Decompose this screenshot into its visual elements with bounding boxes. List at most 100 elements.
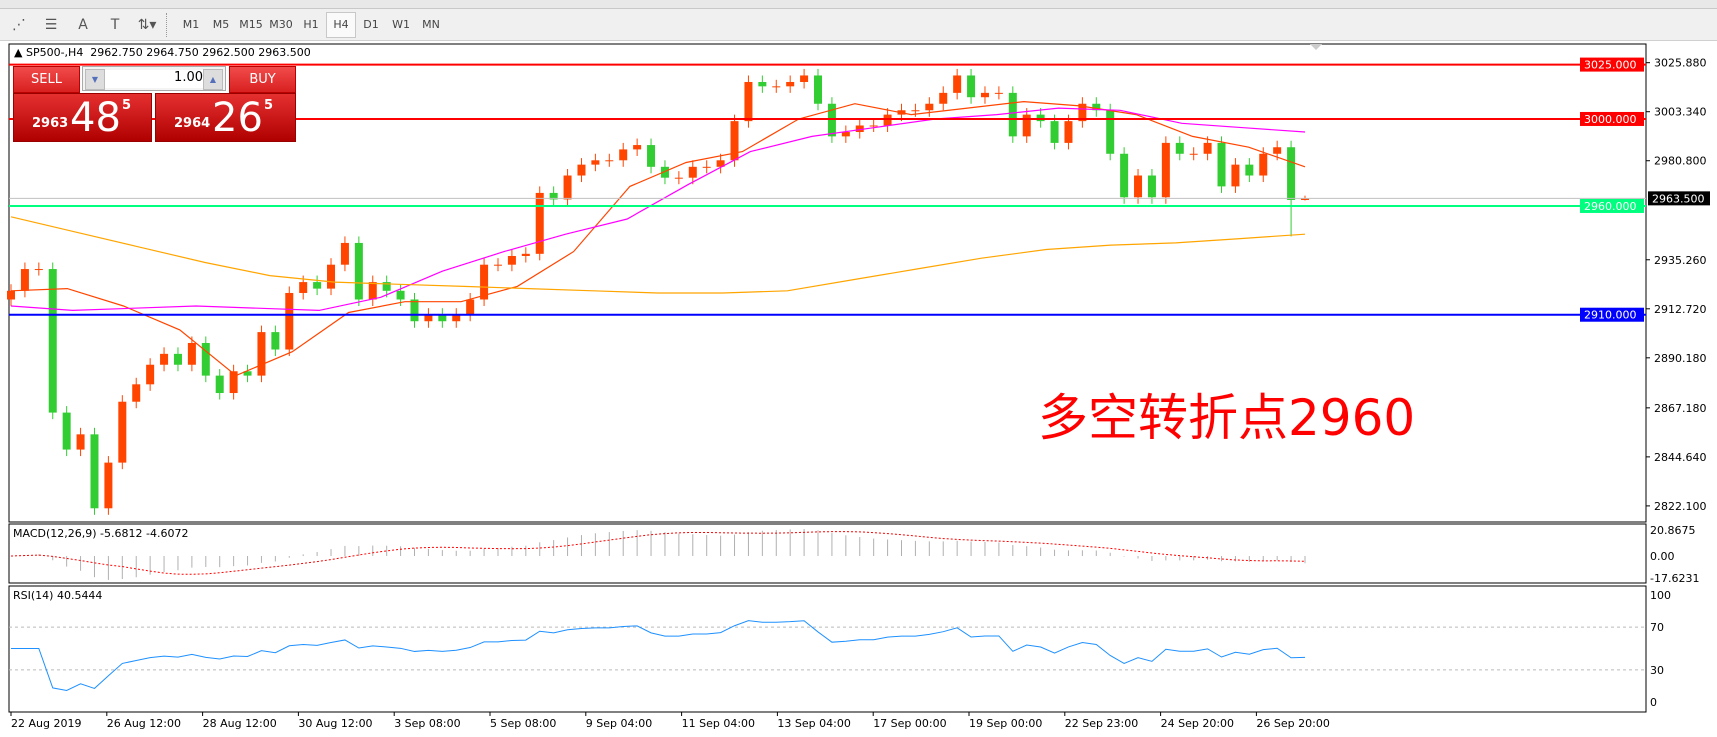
candle-body (1161, 142, 1170, 198)
candle-body (1134, 175, 1143, 198)
arrows-dropdown-icon[interactable]: ⇅▾ (137, 16, 157, 33)
time-axis-label: 28 Aug 12:00 (203, 717, 277, 730)
price-axis-label: 2867.180 (1654, 402, 1707, 415)
lot-size-input[interactable]: 1.00 (105, 70, 203, 88)
candle-body (883, 114, 892, 126)
moving-average-line-2 (10, 107, 1306, 312)
candle-body (660, 166, 669, 178)
candle-body (814, 75, 823, 104)
candle-body (354, 242, 363, 300)
candle-body (382, 282, 391, 291)
macd-pane (8, 523, 1647, 584)
candle-body (1036, 114, 1045, 122)
fibonacci-expansion-icon[interactable]: ⋰ (12, 16, 26, 33)
timeframe-w1[interactable]: W1 (392, 18, 410, 31)
rsi-line (11, 620, 1306, 692)
price-axis-label: 2935.260 (1654, 254, 1707, 267)
timeframe-h4[interactable]: H4 (326, 11, 356, 38)
candle-body (1231, 164, 1240, 187)
candle-body (577, 164, 586, 176)
candle-body (160, 353, 169, 365)
candle-body (605, 160, 614, 162)
time-axis-label: 22 Sep 23:00 (1065, 717, 1138, 730)
candle-body (1120, 153, 1129, 198)
buy-price-button[interactable]: 2964 26 5 (155, 93, 296, 142)
chart-annotation-text[interactable]: 多空转折点2960 (1038, 389, 1416, 447)
candle-body (424, 314, 433, 322)
timeframe-m5[interactable]: M5 (212, 18, 230, 31)
sell-price-fraction: 5 (122, 98, 132, 113)
macd-label: MACD(12,26,9) -5.6812 -4.6072 (13, 527, 188, 540)
candle-body (118, 401, 127, 463)
macd-axis-label: 0.00 (1650, 550, 1675, 563)
lot-decrease-icon[interactable]: ▼ (85, 69, 105, 90)
buy-price-fraction: 5 (264, 98, 274, 113)
candle-body (187, 342, 196, 365)
timeframe-h1[interactable]: H1 (303, 18, 319, 31)
sell-button[interactable]: SELL (13, 66, 80, 93)
candle-body (841, 132, 850, 137)
buy-button[interactable]: BUY (229, 66, 296, 93)
time-axis-label: 5 Sep 08:00 (490, 717, 556, 730)
price-axis-label: 2822.100 (1654, 500, 1707, 513)
candle-body (480, 264, 489, 300)
candle-body (62, 412, 71, 450)
sell-price-prefix: 2963 (32, 116, 69, 131)
candle-body (535, 192, 544, 254)
moving-average-line-1 (10, 100, 1306, 377)
sell-price-button[interactable]: 2963 48 5 (13, 93, 152, 142)
buy-price-prefix: 2964 (174, 116, 211, 131)
macd-axis-label: -17.6231 (1650, 572, 1699, 585)
time-axis-label: 26 Aug 12:00 (107, 717, 181, 730)
candle-body (285, 292, 294, 350)
rsi-pane (8, 585, 1647, 713)
sell-price-pips: 48 (70, 95, 121, 141)
candle-body (1092, 103, 1101, 111)
candle-body (7, 290, 15, 300)
candle-body (327, 264, 336, 289)
time-axis-label: 26 Sep 20:00 (1256, 717, 1329, 730)
timeframe-mn[interactable]: MN (422, 18, 440, 31)
chart-header: ▲ SP500-,H4 2962.750 2964.750 2962.500 2… (14, 46, 311, 59)
candle-body (953, 75, 962, 93)
candle-body (869, 125, 878, 127)
lot-increase-icon[interactable]: ▲ (203, 69, 223, 90)
candle-body (299, 282, 308, 293)
candle-body (730, 121, 739, 161)
fibonacci-fan-icon[interactable]: ☰ (44, 16, 58, 33)
timeframe-d1[interactable]: D1 (363, 18, 379, 31)
timeframe-m15[interactable]: M15 (239, 18, 263, 31)
time-axis-label: 3 Sep 08:00 (394, 717, 460, 730)
candle-body (758, 81, 767, 87)
candle-body (452, 314, 461, 322)
price-axis-label: 3003.340 (1654, 106, 1707, 119)
time-axis-label: 9 Sep 04:00 (586, 717, 652, 730)
candle-body (146, 364, 155, 385)
horizontal-line-tag (1580, 198, 1644, 213)
horizontal-line-tag-label: 2910.000 (1584, 309, 1637, 322)
text-label-icon[interactable]: T (110, 16, 120, 33)
time-axis-label: 24 Sep 20:00 (1161, 717, 1234, 730)
time-axis-label: 11 Sep 04:00 (682, 717, 755, 730)
bid-price-tag-label: 2963.500 (1652, 192, 1705, 205)
candle-body (674, 177, 683, 179)
candle-body (215, 375, 224, 394)
horizontal-line-tag-label: 2960.000 (1584, 200, 1637, 213)
candle-body (688, 166, 697, 178)
candle-body (994, 92, 1003, 94)
rsi-axis-label: 100 (1650, 589, 1671, 602)
candle-body (1273, 147, 1282, 154)
candle-body (633, 145, 642, 150)
candle-body (647, 145, 656, 167)
horizontal-line-tag (1580, 111, 1644, 126)
candle-body (772, 86, 781, 88)
drawing-toolbar: ⋰ ☰ A T ⇅▾ M1 M5 M15 M30 H1 H4 D1 W1 MN (0, 9, 1717, 41)
timeframe-m30[interactable]: M30 (269, 18, 293, 31)
timeframe-m1[interactable]: M1 (182, 18, 200, 31)
text-icon[interactable]: A (78, 16, 88, 33)
lot-size-field[interactable]: ▼ 1.00 ▲ (82, 66, 226, 91)
time-axis-label: 22 Aug 2019 (11, 717, 81, 730)
candle-body (466, 299, 475, 315)
time-axis-label: 13 Sep 04:00 (777, 717, 850, 730)
candle-body (939, 92, 948, 104)
